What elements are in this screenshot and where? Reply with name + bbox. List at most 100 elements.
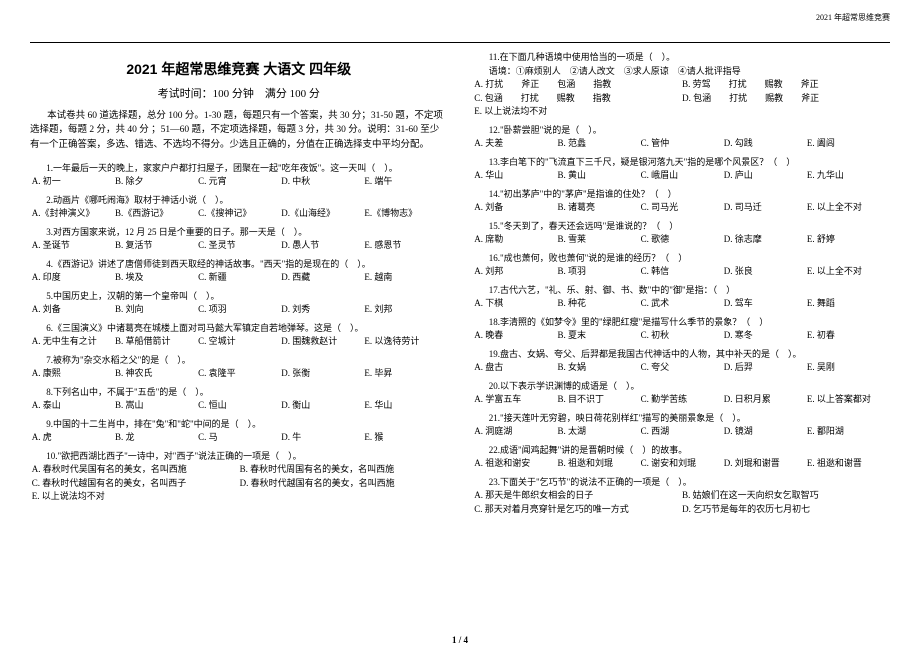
option: A. 下棋: [474, 297, 557, 311]
question-stem: 21."接天莲叶无穷碧，映日荷花别样红"描写的美丽景象是（ ）。: [473, 412, 891, 426]
option: D. 包涵 打扰 赐教 斧正: [682, 92, 890, 106]
option: B. 复活节: [115, 239, 198, 253]
left-column: 2021 年超常思维竞赛 大语文 四年级 考试时间：100 分钟 满分 100 …: [30, 51, 448, 521]
option: B. 范蠡: [557, 137, 640, 151]
option: D. 勾践: [724, 137, 807, 151]
options: A. 虎B. 龙C. 马D. 牛E. 猴: [30, 431, 448, 445]
option: E. 以上答案都对: [807, 393, 890, 407]
question-stem: 13.李白笔下的"飞流直下三千尺，疑是银河落九天"指的是哪个风景区？（ ）: [473, 156, 891, 170]
options: A. 席勒B. 雪莱C. 歌德D. 徐志摩E. 舒婷: [473, 233, 891, 247]
option: E. 九华山: [807, 169, 890, 183]
option: B. 刘向: [115, 303, 198, 317]
option: E. 毕昇: [364, 367, 447, 381]
option: C. 管仲: [641, 137, 724, 151]
option: B. 除夕: [115, 175, 198, 189]
option: B. 女娲: [557, 361, 640, 375]
option: B. 种花: [557, 297, 640, 311]
options: A. 圣诞节B. 复活节C. 圣灵节D. 愚人节E. 感恩节: [30, 239, 448, 253]
options: A. 刘备B. 刘向C. 项羽D. 刘秀E. 刘邦: [30, 303, 448, 317]
question: 17.古代六艺，"礼、乐、射、御、书、数"中的"御"是指：（ ）A. 下棋B. …: [473, 284, 891, 311]
question-stem: 23.下面关于"乞巧节"的说法不正确的一项是（ ）。: [473, 476, 891, 490]
question-stem: 18.李清照的《如梦令》里的"绿肥红瘦"是描写什么季节的景象？（ ）: [473, 316, 891, 330]
question: 16."成也萧何，败也萧何"说的是谁的经历？（ ）A. 刘邦B. 项羽C. 韩信…: [473, 252, 891, 279]
option: B. 夏末: [557, 329, 640, 343]
option: E. 以上说法均不对: [474, 105, 890, 119]
options: A. 康熙B. 神农氏C. 袁隆平D. 张衡E. 毕昇: [30, 367, 448, 381]
option: A. 泰山: [32, 399, 115, 413]
question: 21."接天莲叶无穷碧，映日荷花别样红"描写的美丽景象是（ ）。A. 洞庭湖B.…: [473, 412, 891, 439]
question: 22.成语"闻鸡起舞"讲的是晋朝时候（ ）的故事。A. 祖逖和谢安B. 祖逖和刘…: [473, 444, 891, 471]
option: C. 项羽: [198, 303, 281, 317]
option: E. 初春: [807, 329, 890, 343]
question: 14."初出茅庐"中的"茅庐"是指谁的住处？（ ）A. 刘备B. 诸葛亮C. 司…: [473, 188, 891, 215]
option: C. 春秋时代越国有名的美女，名叫西子: [32, 477, 240, 491]
question-stem: 9.中国的十二生肖中，排在"兔"和"蛇"中间的是（ ）。: [30, 418, 448, 432]
option: D. 庐山: [724, 169, 807, 183]
question: 15."冬天到了，春天还会远吗"是谁说的？（ ）A. 席勒B. 雪莱C. 歌德D…: [473, 220, 891, 247]
option: C. 包涵 打扰 赐教 指教: [474, 92, 682, 106]
question: 18.李清照的《如梦令》里的"绿肥红瘦"是描写什么季节的景象？（ ）A. 晚春B…: [473, 316, 891, 343]
option: C. 那天对着月亮穿针是乞巧的唯一方式: [474, 503, 682, 517]
option: A. 圣诞节: [32, 239, 115, 253]
header-rule: [30, 42, 890, 43]
options: A. 刘备B. 诸葛亮C. 司马光D. 司马迁E. 以上全不对: [473, 201, 891, 215]
option: D. 牛: [281, 431, 364, 445]
option: C. 恒山: [198, 399, 281, 413]
option: E. 阖闾: [807, 137, 890, 151]
option: B. 劳驾 打扰 赐教 斧正: [682, 78, 890, 92]
question: 3.对西方国家来说，12 月 25 日是个重要的日子。那一天是（ ）。A. 圣诞…: [30, 226, 448, 253]
option: E. 猴: [364, 431, 447, 445]
option: B. 姑娘们在这一天向织女乞取智巧: [682, 489, 890, 503]
option: A. 无中生有之计: [32, 335, 115, 349]
left-question-list: 1.一年最后一天的晚上，家家户户都打扫屋子，团聚在一起"吃年夜饭"。这一天叫（ …: [30, 162, 448, 504]
option: C. 元宵: [198, 175, 281, 189]
option: C. 马: [198, 431, 281, 445]
option: D. 寒冬: [724, 329, 807, 343]
page: 2021 年超常思维竞赛 2021 年超常思维竞赛 大语文 四年级 考试时间：1…: [0, 0, 920, 651]
right-question-list: 11.在下面几种语境中使用恰当的一项是（ ）。语境：①麻烦别人 ②请人改文 ③求…: [473, 51, 891, 516]
option: D. 春秋时代越国有名的美女，名叫西施: [240, 477, 448, 491]
option: E. 祖逖和谢晋: [807, 457, 890, 471]
question: 5.中国历史上，汉朝的第一个皇帝叫（ ）。A. 刘备B. 刘向C. 项羽D. 刘…: [30, 290, 448, 317]
option: C. 初秋: [641, 329, 724, 343]
option: C. 西湖: [641, 425, 724, 439]
options: A. 盘古B. 女娲C. 夸父D. 后羿E. 吴刚: [473, 361, 891, 375]
option: E. 端午: [364, 175, 447, 189]
question: 23.下面关于"乞巧节"的说法不正确的一项是（ ）。A. 那天是牛郎织女相会的日…: [473, 476, 891, 517]
option: D.《山海经》: [281, 207, 364, 221]
option: E.《博物志》: [364, 207, 447, 221]
intro-text: 本试卷共 60 道选择题，总分 100 分。1-30 题，每题只有一个答案，共 …: [30, 109, 448, 152]
option: B. 春秋时代周国有名的美女，名叫西施: [240, 463, 448, 477]
option: A. 印度: [32, 271, 115, 285]
option: C. 歌德: [641, 233, 724, 247]
option: D. 西藏: [281, 271, 364, 285]
question: 11.在下面几种语境中使用恰当的一项是（ ）。语境：①麻烦别人 ②请人改文 ③求…: [473, 51, 891, 119]
question-stem: 14."初出茅庐"中的"茅庐"是指谁的住处？（ ）: [473, 188, 891, 202]
option: C. 袁隆平: [198, 367, 281, 381]
option: A.《封神演义》: [32, 207, 115, 221]
options: A. 华山B. 黄山C. 峨眉山D. 庐山E. 九华山: [473, 169, 891, 183]
option: B. 祖逖和刘琨: [557, 457, 640, 471]
option: D. 日积月累: [724, 393, 807, 407]
options: A. 那天是牛郎织女相会的日子B. 姑娘们在这一天向织女乞取智巧C. 那天对着月…: [473, 489, 891, 516]
option: E. 以上全不对: [807, 265, 890, 279]
option: A. 春秋时代吴国有名的美女，名叫西施: [32, 463, 240, 477]
option: A. 学富五车: [474, 393, 557, 407]
option: C. 勤学苦练: [641, 393, 724, 407]
option: A. 康熙: [32, 367, 115, 381]
options: A. 夫差B. 范蠡C. 管仲D. 勾践E. 阖闾: [473, 137, 891, 151]
option: D. 愚人节: [281, 239, 364, 253]
question-stem: 5.中国历史上，汉朝的第一个皇帝叫（ ）。: [30, 290, 448, 304]
question: 1.一年最后一天的晚上，家家户户都打扫屋子，团聚在一起"吃年夜饭"。这一天叫（ …: [30, 162, 448, 189]
option: C. 武术: [641, 297, 724, 311]
option: D. 刘秀: [281, 303, 364, 317]
option: A. 华山: [474, 169, 557, 183]
question: 8.下列名山中，不属于"五岳"的是（ ）。A. 泰山B. 嵩山C. 恒山D. 衡…: [30, 386, 448, 413]
question-stem: 4.《西游记》讲述了唐僧师徒到西天取经的神话故事。"西天"指的是现在的（ ）。: [30, 258, 448, 272]
option: D. 乞巧节是每年的农历七月初七: [682, 503, 890, 517]
option: B. 雪莱: [557, 233, 640, 247]
option: E. 以上全不对: [807, 201, 890, 215]
option: B. 神农氏: [115, 367, 198, 381]
question-stem: 15."冬天到了，春天还会远吗"是谁说的？（ ）: [473, 220, 891, 234]
options: A.《封神演义》B.《西游记》C.《搜神记》D.《山海经》E.《博物志》: [30, 207, 448, 221]
